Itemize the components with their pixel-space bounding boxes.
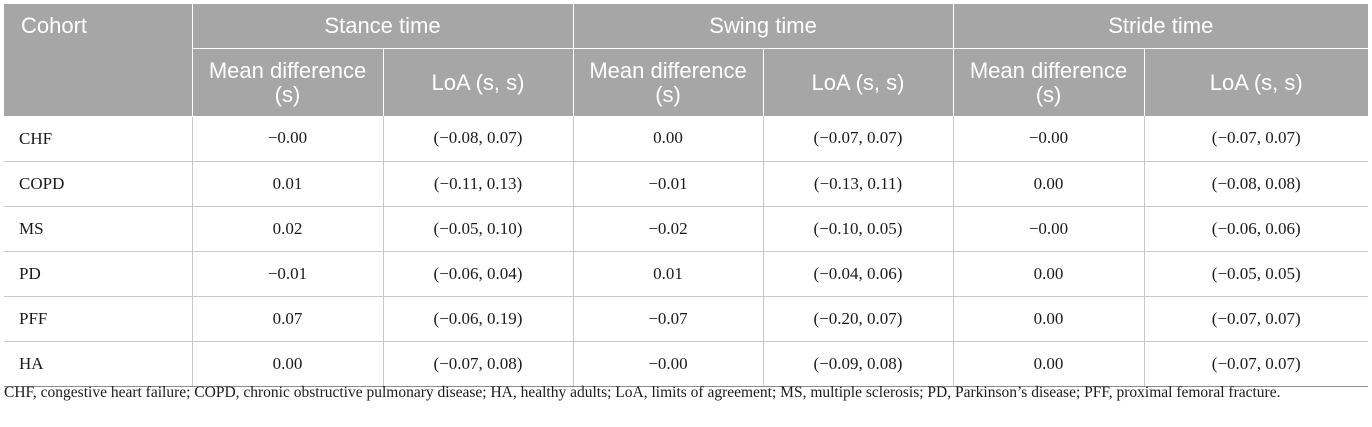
stride-mean-difference-cell: 0.00 — [953, 251, 1145, 297]
stance-loa-cell: (−0.07, 0.08) — [383, 341, 574, 387]
stride-loa-cell: (−0.05, 0.05) — [1144, 251, 1369, 297]
stance-loa-cell: (−0.06, 0.19) — [383, 296, 574, 342]
agreement-table: Cohort Stance time Swing time Stride tim… — [4, 4, 1369, 387]
header-swing-time: Swing time — [573, 4, 954, 49]
stride-loa-cell: (−0.06, 0.06) — [1144, 206, 1369, 252]
header-stride-loa: LoA (s, s) — [1144, 48, 1369, 116]
cohort-cell: HA — [4, 341, 193, 387]
stride-mean-difference-cell: −0.00 — [953, 116, 1145, 162]
stance-mean-difference-cell: 0.01 — [192, 161, 384, 207]
header-stance-loa: LoA (s, s) — [383, 48, 574, 116]
header-row-groups: Cohort Stance time Swing time Stride tim… — [4, 4, 1369, 117]
header-cohort: Cohort — [4, 4, 193, 117]
stride-loa-cell: (−0.08, 0.08) — [1144, 161, 1369, 207]
swing-loa-cell: (−0.04, 0.06) — [763, 251, 954, 297]
table-body: CHF −0.00 (−0.08, 0.07) 0.00 (−0.07, 0.07) −0… — [4, 116, 1369, 387]
stride-loa-cell: (−0.07, 0.07) — [1144, 296, 1369, 342]
stride-loa-cell: (−0.07, 0.07) — [1144, 116, 1369, 162]
swing-mean-difference-cell: 0.01 — [573, 251, 764, 297]
stance-loa-cell: (−0.11, 0.13) — [383, 161, 574, 207]
table-row: PD −0.01 (−0.06, 0.04) 0.01 (−0.04, 0.06) 0.0… — [4, 251, 1369, 297]
swing-loa-cell: (−0.10, 0.05) — [763, 206, 954, 252]
header-swing-loa: LoA (s, s) — [763, 48, 954, 116]
table-row: PFF 0.07 (−0.06, 0.19) −0.07 (−0.20, 0.07) 0.… — [4, 296, 1369, 342]
stance-loa-cell: (−0.06, 0.04) — [383, 251, 574, 297]
table-row: HA 0.00 (−0.07, 0.08) −0.00 (−0.09, 0.08) 0.0… — [4, 341, 1369, 387]
stride-mean-difference-cell: 0.00 — [953, 161, 1145, 207]
swing-mean-difference-cell: 0.00 — [573, 116, 764, 162]
table-row: MS 0.02 (−0.05, 0.10) −0.02 (−0.10, 0.05) −0.… — [4, 206, 1369, 252]
stride-loa-cell: (−0.07, 0.07) — [1144, 341, 1369, 387]
swing-mean-difference-cell: −0.07 — [573, 296, 764, 342]
cohort-cell: CHF — [4, 116, 193, 162]
stance-mean-difference-cell: −0.01 — [192, 251, 384, 297]
stance-mean-difference-cell: −0.00 — [192, 116, 384, 162]
swing-loa-cell: (−0.09, 0.08) — [763, 341, 954, 387]
cohort-cell: PD — [4, 251, 193, 297]
stride-mean-difference-cell: 0.00 — [953, 296, 1145, 342]
header-stride-mean-difference: Mean difference (s) — [953, 48, 1145, 116]
swing-loa-cell: (−0.13, 0.11) — [763, 161, 954, 207]
swing-mean-difference-cell: −0.01 — [573, 161, 764, 207]
table-row: CHF −0.00 (−0.08, 0.07) 0.00 (−0.07, 0.07) −0… — [4, 116, 1369, 162]
cohort-cell: COPD — [4, 161, 193, 207]
stance-mean-difference-cell: 0.02 — [192, 206, 384, 252]
header-row-subcolumns: Mean difference (s) LoA (s, s) Mean diff… — [4, 48, 1369, 116]
swing-mean-difference-cell: −0.00 — [573, 341, 764, 387]
stride-mean-difference-cell: −0.00 — [953, 206, 1145, 252]
results-table-container: Cohort Stance time Swing time Stride tim… — [4, 4, 1369, 387]
table-footnote: CHF, congestive heart failure; COPD, chr… — [4, 384, 1281, 401]
header-stance-mean-difference: Mean difference (s) — [192, 48, 384, 116]
header-stance-time: Stance time — [192, 4, 574, 49]
header-swing-mean-difference: Mean difference (s) — [573, 48, 764, 116]
swing-loa-cell: (−0.07, 0.07) — [763, 116, 954, 162]
header-stride-time: Stride time — [953, 4, 1369, 49]
table-row: COPD 0.01 (−0.11, 0.13) −0.01 (−0.13, 0.11) 0… — [4, 161, 1369, 207]
cohort-cell: PFF — [4, 296, 193, 342]
stance-mean-difference-cell: 0.07 — [192, 296, 384, 342]
swing-loa-cell: (−0.20, 0.07) — [763, 296, 954, 342]
swing-mean-difference-cell: −0.02 — [573, 206, 764, 252]
stance-loa-cell: (−0.08, 0.07) — [383, 116, 574, 162]
stance-mean-difference-cell: 0.00 — [192, 341, 384, 387]
stance-loa-cell: (−0.05, 0.10) — [383, 206, 574, 252]
stride-mean-difference-cell: 0.00 — [953, 341, 1145, 387]
cohort-cell: MS — [4, 206, 193, 252]
